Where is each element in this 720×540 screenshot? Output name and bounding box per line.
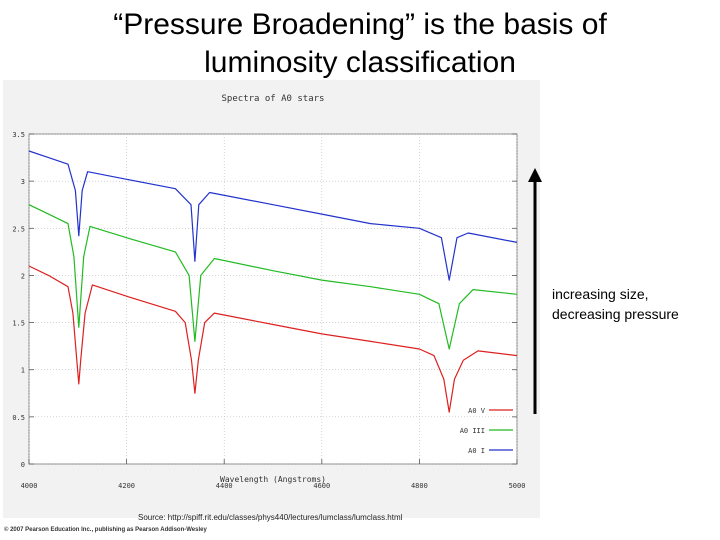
spectra-chart-svg: 0 0.5 1 1.5 2 2.5 3 3.5 4000 4200 4400 4600 4800 5000… <box>3 80 540 518</box>
plot-area <box>28 133 518 465</box>
x-tick-label: 4600 <box>313 482 330 490</box>
slide-title-line1: “Pressure Broadening” is the basis of <box>113 8 607 41</box>
x-tick-label: 5000 <box>509 482 526 490</box>
spectra-chart: 0 0.5 1 1.5 2 2.5 3 3.5 4000 4200 4400 4600 4800 5000… <box>3 80 540 518</box>
series-line-3 <box>28 150 518 281</box>
chart-title: Spectra of A0 stars <box>222 94 325 104</box>
x-tick-label: 4200 <box>118 482 135 490</box>
slide-title: “Pressure Broadening” is the basis of lu… <box>0 6 720 82</box>
y-tick-label: 0 <box>21 461 25 469</box>
x-tick-label: 4800 <box>411 482 428 490</box>
annotation-line2: decreasing pressure <box>552 306 679 322</box>
slide-title-line2: luminosity classification <box>204 46 516 79</box>
x-tick-label: 4000 <box>21 482 38 490</box>
legend-label: A0 I <box>468 447 485 455</box>
legend-label: A0 V <box>468 407 486 415</box>
y-tick-label: 0.5 <box>12 414 25 422</box>
annotation-line1: increasing size, <box>552 286 649 302</box>
copyright-notice: © 2007 Pearson Education Inc., publishin… <box>4 527 207 533</box>
series-line-2 <box>28 204 518 350</box>
pressure-arrow-icon <box>528 168 542 414</box>
axis-ticks: 0 0.5 1 1.5 2 2.5 3 3.5 4000 4200 4400 4600 4800 5000 <box>12 131 525 490</box>
y-tick-label: 1 <box>21 367 25 375</box>
x-tick-label: 4400 <box>216 482 233 490</box>
y-tick-label: 3 <box>21 178 25 186</box>
y-tick-label: 2.5 <box>12 225 25 233</box>
pressure-annotation: increasing size, decreasing pressure <box>552 284 679 324</box>
y-tick-label: 2 <box>21 272 25 280</box>
grid <box>28 133 518 465</box>
series-line-1 <box>28 265 518 413</box>
legend-label: A0 III <box>460 427 485 435</box>
legend: A0 V A0 III A0 I <box>460 407 513 455</box>
chart-xlabel: Wavelength (Angstroms) <box>220 475 326 484</box>
series-lines <box>28 150 518 413</box>
y-tick-label: 3.5 <box>12 131 25 139</box>
source-citation: Source: http://spiff.rit.edu/classes/phy… <box>138 513 403 522</box>
y-tick-label: 1.5 <box>12 320 25 328</box>
